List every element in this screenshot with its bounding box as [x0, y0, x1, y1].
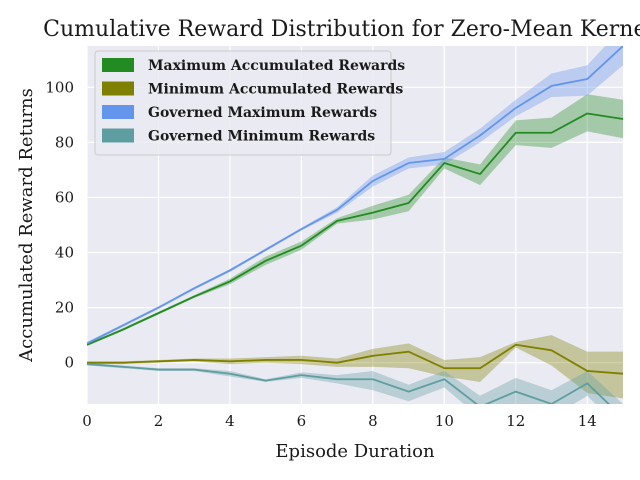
x-tick-label: 6	[297, 412, 307, 430]
legend-box	[94, 50, 392, 156]
y-tick-label: 0	[64, 354, 74, 372]
y-axis-label: Accumulated Reward Returns	[16, 88, 37, 363]
legend-label: Maximum Accumulated Rewards	[148, 58, 405, 74]
x-tick-label: 0	[82, 412, 92, 430]
x-tick-label: 8	[368, 412, 378, 430]
legend-label: Governed Maximum Rewards	[148, 105, 377, 121]
x-axis-label: Episode Duration	[275, 441, 435, 462]
chart-title: Cumulative Reward Distribution for Zero-…	[43, 17, 640, 42]
series-line	[87, 363, 611, 404]
y-tick-label: 100	[45, 78, 74, 96]
legend-swatch	[102, 58, 134, 72]
legend-swatch	[102, 128, 134, 143]
legend-label: Minimum Accumulated Rewards	[148, 82, 403, 98]
x-tick-labels: 0 2 4 6 8 10 12 14	[82, 412, 597, 430]
x-tick-label: 12	[506, 412, 525, 430]
legend-swatch	[102, 105, 134, 119]
x-tick-label: 4	[225, 412, 235, 430]
legend: Maximum Accumulated Rewards Minimum Accum…	[94, 50, 405, 156]
series-lines	[87, 46, 623, 404]
series-line	[87, 112, 623, 346]
y-tick-label: 80	[55, 133, 74, 151]
x-tick-label: 10	[435, 412, 454, 430]
y-tick-label: 40	[55, 244, 74, 262]
y-tick-labels: 0 20 40 60 80 100	[45, 78, 74, 371]
confidence-band	[87, 335, 623, 399]
x-tick-label: 2	[154, 412, 164, 430]
x-tick-label: 14	[578, 412, 597, 430]
legend-swatch	[102, 81, 134, 96]
y-tick-label: 20	[55, 299, 74, 317]
confidence-band	[87, 94, 623, 347]
series-line	[87, 343, 623, 375]
y-tick-label: 60	[55, 188, 74, 206]
series-line	[87, 46, 623, 345]
legend-label: Governed Minimum Rewards	[148, 129, 375, 145]
